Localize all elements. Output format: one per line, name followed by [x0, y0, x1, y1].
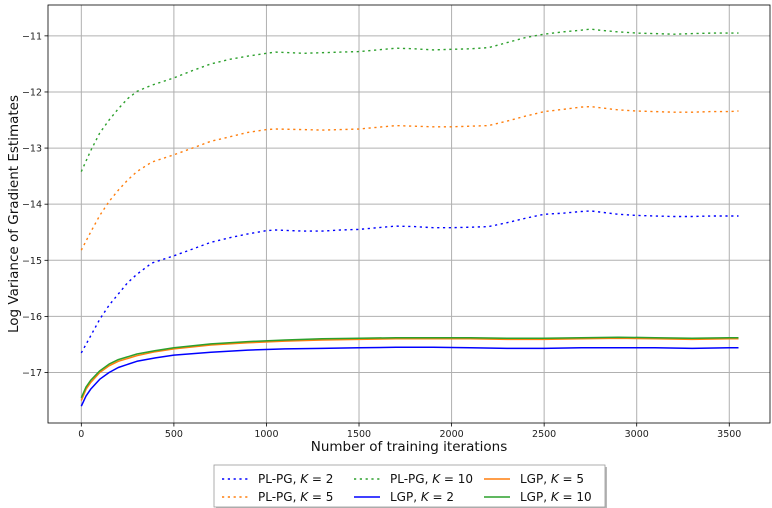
legend: PL-PG, K = 2 PL-PG, K = 5 PL-PG, K = 10 LGP…: [213, 464, 607, 508]
x-tick-label: 1000: [254, 429, 278, 440]
y-tick-label: −14: [22, 200, 42, 211]
y-tick-label: −12: [22, 87, 42, 98]
grid: [48, 5, 770, 423]
y-tick-label: −17: [22, 368, 42, 379]
series-line-3: [80, 337, 739, 401]
x-tick-label: 0: [78, 429, 84, 440]
legend-label-2: PL-PG, K = 5: [258, 490, 333, 504]
axis-ticks: 0 500 1000 1500 2000 2500 3000 3500 −17 −16 −15 −14…: [22, 31, 741, 440]
axes-frame: [47, 4, 771, 424]
y-axis-label: Log Variance of Gradient Estimates: [6, 95, 22, 333]
y-tick-label: −15: [22, 256, 42, 267]
series-lines: [80, 28, 739, 407]
x-axis-label: Number of training iterations: [311, 439, 507, 455]
x-tick-label: 3500: [717, 429, 741, 440]
y-tick-label: −13: [22, 144, 42, 155]
legend-label-4: PL-PG, K = 10: [390, 472, 473, 486]
x-tick-label: 500: [165, 429, 183, 440]
y-tick-label: −16: [22, 312, 42, 323]
legend-label-0: PL-PG, K = 2: [258, 472, 333, 486]
series-line-5: [80, 336, 739, 399]
legend-label-3: LGP, K = 5: [520, 472, 584, 486]
series-line-1: [80, 346, 739, 407]
legend-box: [213, 464, 606, 508]
x-tick-label: 1500: [347, 429, 371, 440]
legend-label-1: LGP, K = 2: [390, 490, 454, 504]
x-tick-label: 3000: [625, 429, 649, 440]
x-tick-label: 2500: [532, 429, 556, 440]
x-tick-label: 2000: [439, 429, 463, 440]
y-tick-label: −11: [22, 31, 42, 42]
legend-label-5: LGP, K = 10: [520, 490, 592, 504]
